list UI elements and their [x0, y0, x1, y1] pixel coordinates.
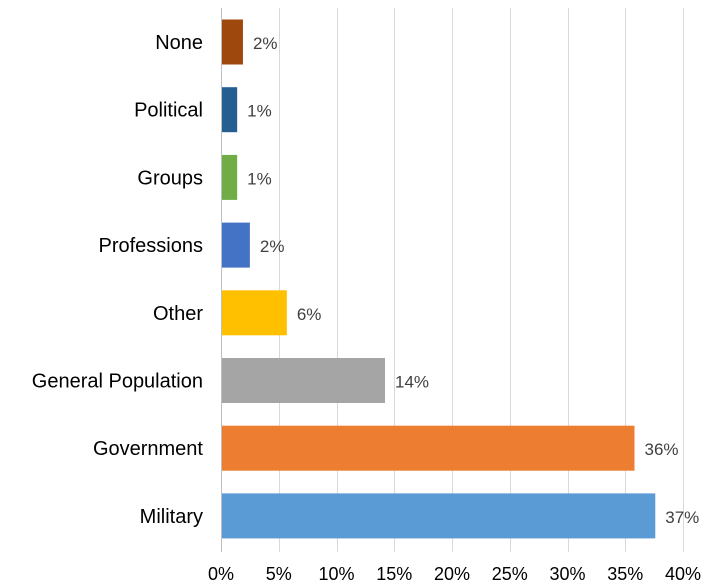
category-label: Other: [153, 303, 203, 325]
category-label: Government: [93, 438, 203, 460]
x-tick-label: 5%: [266, 564, 292, 584]
x-tick-label: 0%: [208, 564, 234, 584]
data-label: 2%: [253, 34, 278, 53]
category-label: Groups: [137, 167, 203, 189]
bar-none: [222, 19, 243, 65]
bar-other: [222, 290, 287, 336]
category-label: Political: [134, 100, 203, 122]
gridlines: [221, 8, 684, 552]
x-tick-label: 15%: [376, 564, 412, 584]
bar-political: [222, 87, 238, 133]
data-label: 14%: [395, 373, 429, 392]
data-label: 2%: [260, 237, 285, 256]
x-tick-label: 35%: [607, 564, 643, 584]
bars: [222, 19, 656, 539]
data-label: 37%: [665, 508, 699, 527]
x-tick-label: 40%: [665, 564, 701, 584]
category-label: General Population: [32, 371, 203, 393]
data-label: 6%: [297, 305, 322, 324]
bar-government: [222, 425, 635, 471]
x-tick-label: 10%: [318, 564, 354, 584]
category-label: None: [155, 32, 203, 54]
category-labels: None Political Groups Professions Other Gener…: [32, 32, 204, 528]
data-labels: 2% 1% 1% 2% 6% 14% 36% 37%: [247, 34, 699, 527]
bar-professions: [222, 222, 250, 268]
category-label: Military: [140, 506, 203, 528]
data-label: 1%: [247, 102, 272, 121]
x-tick-label: 25%: [492, 564, 528, 584]
data-label: 1%: [247, 169, 272, 188]
bar-general-population: [222, 358, 386, 403]
data-label: 36%: [644, 440, 678, 459]
category-label: Professions: [99, 235, 204, 257]
bar-groups: [222, 154, 238, 200]
x-axis-ticks: 0% 5% 10% 15% 20% 25% 30% 35% 40%: [208, 564, 701, 584]
x-tick-label: 20%: [434, 564, 470, 584]
x-tick-label: 30%: [549, 564, 585, 584]
bar-military: [222, 493, 656, 539]
